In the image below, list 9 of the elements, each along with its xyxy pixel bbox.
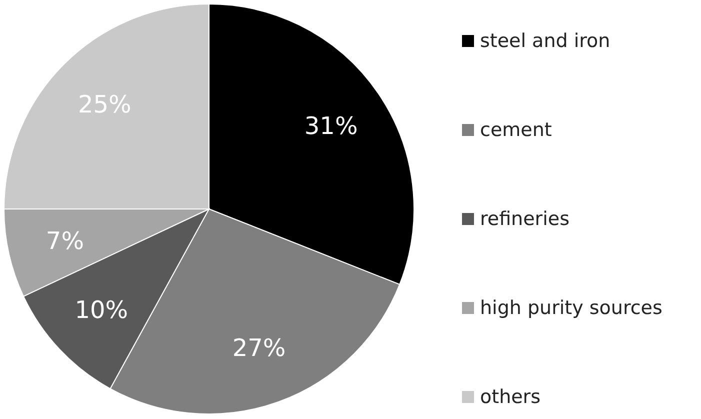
data-label: 27%: [232, 334, 286, 362]
legend-label: others: [480, 386, 541, 408]
data-label: 7%: [46, 227, 84, 256]
data-label: 10%: [74, 296, 128, 324]
legend-label: high purity sources: [480, 297, 662, 319]
legend-label: steel and iron: [480, 30, 610, 52]
legend-label: cement: [480, 119, 552, 141]
legend-label: refineries: [480, 208, 570, 230]
data-label: 31%: [304, 112, 358, 140]
